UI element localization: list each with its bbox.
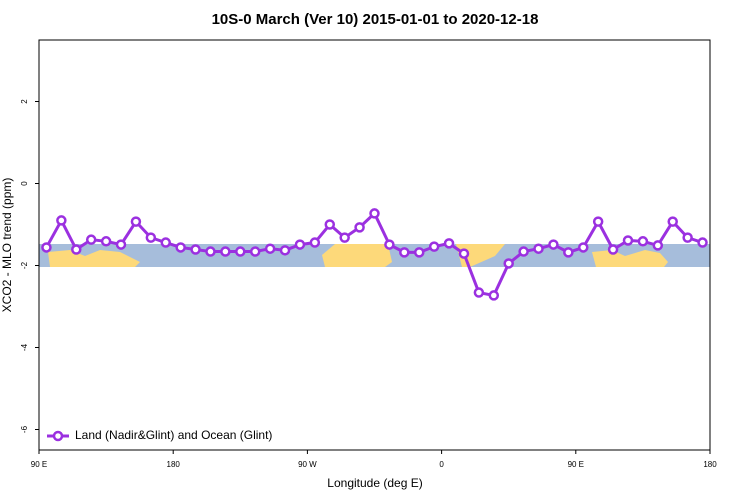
- point: [369, 208, 380, 219]
- point: [145, 232, 157, 243]
- legend-marker: [52, 430, 64, 442]
- x-tick-label: 180: [167, 460, 181, 469]
- plot-frame: [38, 39, 711, 451]
- point: [235, 246, 246, 257]
- x-tick-label: 90 E: [568, 460, 584, 469]
- y-tick-label: -2: [20, 261, 29, 269]
- land: [322, 244, 392, 267]
- point: [503, 258, 514, 269]
- point: [339, 232, 350, 243]
- point: [190, 244, 201, 255]
- point: [71, 244, 82, 255]
- point: [205, 246, 216, 257]
- point: [428, 241, 440, 252]
- point: [175, 242, 186, 253]
- point: [682, 232, 693, 243]
- point: [563, 247, 574, 258]
- point: [488, 290, 500, 301]
- x-tick-label: 90 E: [31, 460, 47, 469]
- point: [652, 240, 664, 251]
- y-tick-label: -6: [20, 425, 29, 433]
- point: [399, 247, 410, 258]
- x-tick-label: 90 W: [298, 460, 317, 469]
- point: [622, 235, 634, 246]
- point: [279, 245, 291, 256]
- point: [697, 237, 708, 248]
- point: [384, 239, 395, 250]
- point: [85, 234, 97, 245]
- point: [309, 237, 321, 248]
- point: [220, 246, 231, 257]
- y-tick-label: 0: [20, 181, 29, 186]
- point: [354, 222, 365, 233]
- x-tick-label: 180: [703, 460, 717, 469]
- x-axis-label: Longitude (deg E): [327, 476, 422, 490]
- point: [100, 236, 112, 247]
- point: [115, 239, 127, 250]
- point: [607, 244, 619, 255]
- point: [473, 287, 485, 298]
- point: [548, 239, 559, 250]
- point: [56, 215, 67, 226]
- point: [264, 243, 276, 254]
- point: [518, 246, 529, 257]
- point: [160, 237, 171, 248]
- legend-label: Land (Nadir&Glint) and Ocean (Glint): [75, 428, 272, 442]
- point: [443, 238, 455, 249]
- point: [637, 236, 649, 247]
- x-tick-label: 0: [439, 460, 444, 469]
- point: [41, 242, 52, 253]
- y-tick-label: 2: [20, 99, 29, 104]
- point: [533, 243, 544, 254]
- point: [294, 239, 306, 250]
- y-tick-label: -4: [20, 343, 29, 351]
- land: [48, 250, 140, 267]
- point: [130, 216, 142, 227]
- point: [324, 219, 336, 230]
- point: [249, 246, 261, 257]
- point: [667, 216, 678, 227]
- y-axis-label: XCO2 - MLO trend (ppm): [0, 178, 14, 313]
- point: [592, 216, 604, 227]
- point: [578, 242, 589, 253]
- point: [413, 247, 425, 258]
- point: [458, 248, 470, 259]
- chart-title: 10S-0 March (Ver 10) 2015-01-01 to 2020-…: [212, 11, 539, 28]
